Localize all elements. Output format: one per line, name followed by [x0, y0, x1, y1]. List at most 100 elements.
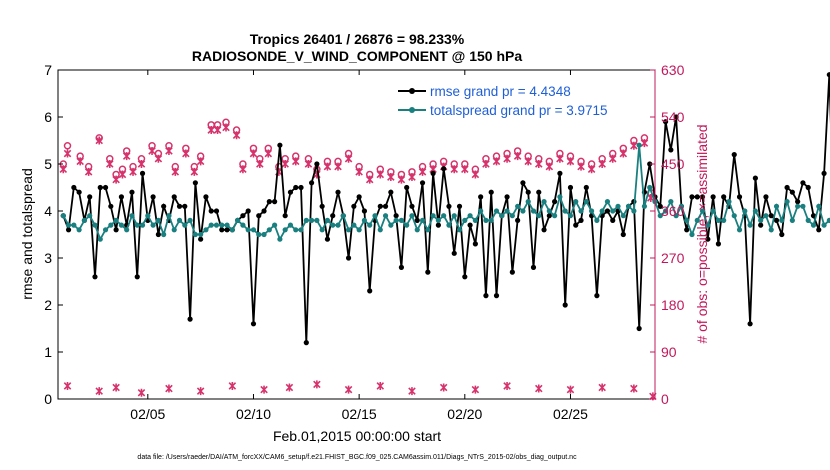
series-point-totalspread — [478, 208, 484, 214]
y-right-tick-label: 360 — [661, 203, 685, 219]
obs-assimilated-marker — [471, 385, 480, 394]
obs-assimilated-marker — [148, 146, 156, 155]
series-point-rmse — [562, 302, 568, 308]
series-point-rmse — [525, 189, 531, 195]
obs-assimilated-marker — [239, 165, 247, 174]
series-point-rmse — [758, 222, 764, 228]
series-point-rmse — [240, 213, 246, 219]
series-point-totalspread — [171, 227, 177, 233]
series-point-totalspread — [404, 222, 410, 228]
obs-assimilated-marker — [640, 139, 649, 148]
y-left-tick-label: 1 — [44, 344, 52, 360]
series-point-rmse — [699, 194, 706, 200]
series-point-rmse — [393, 213, 399, 219]
series-point-rmse — [377, 203, 383, 209]
series-point-totalspread — [699, 208, 706, 214]
series-point-rmse — [314, 161, 320, 167]
y-left-tick-label: 6 — [44, 109, 52, 125]
series-point-totalspread — [372, 213, 378, 219]
series-point-rmse — [176, 203, 183, 209]
obs-assimilated-marker — [59, 165, 68, 174]
series-point-totalspread — [102, 227, 109, 233]
obs-assimilated-marker — [112, 175, 120, 184]
series-point-rmse — [768, 213, 774, 219]
series-point-totalspread — [715, 217, 721, 223]
series-point-rmse — [76, 189, 82, 195]
series-point-totalspread — [462, 217, 468, 223]
obs-assimilated-marker — [196, 157, 205, 166]
legend: rmse grand pr = 4.4348 totalspread grand… — [398, 84, 608, 118]
series-point-totalspread — [578, 208, 584, 214]
series-point-totalspread — [435, 217, 441, 223]
series-point-totalspread — [351, 222, 357, 228]
series-point-totalspread — [583, 199, 589, 205]
series-point-totalspread — [573, 199, 579, 205]
obs-assimilated-marker — [213, 126, 222, 135]
series-point-rmse — [139, 170, 146, 176]
series-point-totalspread — [87, 213, 93, 219]
series-point-totalspread — [800, 203, 806, 209]
series-point-rmse — [478, 194, 484, 200]
series-point-rmse — [113, 227, 119, 233]
obs-assimilated-marker — [408, 173, 416, 182]
chart-title-line2: RADIOSONDE_V_WIND_COMPONENT @ 150 hPa — [192, 48, 522, 64]
series-point-totalspread — [731, 213, 737, 219]
series-point-totalspread — [361, 217, 368, 223]
series-point-totalspread — [166, 213, 172, 219]
series-point-totalspread — [736, 227, 743, 233]
series-point-totalspread — [488, 217, 494, 223]
series-point-rmse — [108, 203, 114, 209]
series-point-rmse — [800, 180, 806, 186]
series-point-rmse — [636, 325, 642, 332]
series-point-totalspread — [594, 217, 600, 223]
series-point-totalspread — [726, 199, 732, 205]
obs-assimilated-marker — [418, 167, 427, 176]
obs-assimilated-marker — [154, 154, 163, 163]
series-point-totalspread — [784, 199, 790, 205]
obs-assimilated-marker — [76, 157, 84, 166]
series-point-rmse — [504, 194, 510, 200]
series-point-rmse — [710, 194, 716, 200]
series-point-rmse — [541, 227, 547, 233]
series-point-totalspread — [567, 213, 574, 219]
series-point-rmse — [721, 194, 727, 200]
obs-assimilated-marker — [84, 167, 93, 176]
series-point-totalspread — [810, 222, 817, 228]
series-point-rmse — [673, 114, 679, 120]
obs-assimilated-marker — [95, 387, 103, 396]
obs-assimilated-marker — [503, 154, 511, 163]
y-right-tick-label: 540 — [661, 109, 685, 125]
series-point-totalspread — [805, 217, 811, 223]
axes: 0 1 2 3 4 5 6 7 0 90 180 270 360 450 540 630 02/05 02/10 0… — [44, 62, 684, 422]
series-point-rmse — [150, 194, 156, 200]
series-point-totalspread — [250, 227, 257, 233]
series-point-totalspread — [182, 222, 188, 228]
obs-assimilated-marker — [598, 160, 606, 168]
series-point-rmse — [261, 208, 267, 214]
series-point-rmse — [752, 175, 758, 181]
obs-assimilated-marker — [344, 385, 353, 394]
series-point-totalspread — [129, 213, 135, 219]
obs-assimilated-marker — [376, 170, 385, 179]
obs-assimilated-marker — [182, 149, 190, 158]
series-point-rmse — [250, 321, 257, 327]
series-point-rmse — [404, 184, 410, 191]
series-point-rmse — [430, 170, 436, 176]
series-point-totalspread — [419, 217, 426, 223]
series-point-totalspread — [60, 213, 66, 219]
obs-assimilated-marker — [260, 385, 268, 394]
series-point-rmse — [308, 180, 315, 186]
series-point-rmse — [731, 152, 737, 158]
series-point-totalspread — [615, 203, 621, 209]
series-point-rmse — [736, 194, 743, 200]
obs-assimilated-marker — [137, 388, 146, 397]
series-point-totalspread — [620, 213, 626, 219]
series-point-rmse — [330, 213, 336, 219]
series-point-rmse — [224, 227, 230, 233]
series-point-totalspread — [441, 213, 447, 219]
series-point-totalspread — [414, 227, 420, 233]
series-point-totalspread — [821, 222, 827, 228]
y-axis-left-label: rmse and totalspread — [19, 168, 35, 300]
series-point-rmse — [419, 180, 426, 186]
